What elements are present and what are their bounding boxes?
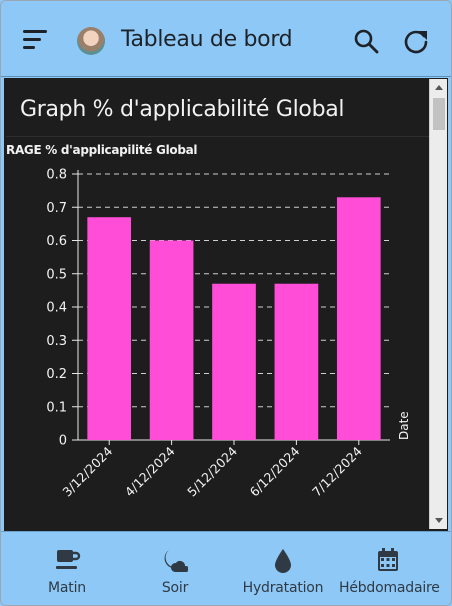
nav-item-soir[interactable]: Soir [129,532,221,605]
nav-item-hydratation[interactable]: Hydratation [237,532,329,605]
vertical-scrollbar[interactable] [429,79,447,529]
nav-label-hebdomadaire: Hébdomadaire [339,580,440,596]
coffee-icon [56,550,81,569]
chart-bar [336,197,381,440]
nav-label-matin: Matin [48,580,86,596]
chart-y-tick-label: 0.1 [46,400,67,415]
search-icon[interactable] [352,27,380,55]
bar-chart: 0 0.1 0.2 0.3 0.4 0.5 0.6 0.7 0.8 3/12/2024 4/12/2… [46,168,411,500]
water-drop-icon [275,549,291,573]
chart-bar [149,240,194,440]
chart-x-axis-label: Date [397,411,411,440]
moon-icon [164,550,188,572]
nav-item-matin[interactable]: Matin [21,532,113,605]
chart-y-tick-label: 0.2 [46,367,67,382]
dashboard-content[interactable]: Graph % d'applicabilité Global RAGE % d'… [4,78,448,531]
calendar-icon [378,548,398,571]
chart-x-tick-label: 6/12/2024 [247,443,303,499]
chart-y-tick-label: 0.3 [46,334,67,349]
chart-y-tick-label: 0.5 [46,267,67,282]
chart-x-tick-label: 3/12/2024 [59,443,115,499]
chart-y-tick-label: 0 [59,434,67,449]
chart-y-tick-label: 0.4 [46,301,67,316]
chart-x-tick-label: 7/12/2024 [309,443,365,499]
menu-icon[interactable] [23,30,49,52]
nav-label-hydratation: Hydratation [242,580,324,596]
scroll-down-arrow-icon[interactable] [435,518,443,523]
chart-x-tick-label: 4/12/2024 [122,443,178,499]
page-title: Tableau de bord [121,27,293,52]
chart-y-tick-label: 0.8 [46,168,67,183]
bottom-navigation: Matin Soir Hydratation Hébdom [1,531,451,605]
chart-y-tick-label: 0.6 [46,234,67,249]
chart-x-tick-label: 5/12/2024 [184,443,240,499]
chart-bar [274,283,319,440]
card-divider [6,136,429,137]
nav-item-hebdomadaire[interactable]: Hébdomadaire [339,532,440,605]
card-title: Graph % d'applicabilité Global [20,97,345,122]
avatar[interactable] [77,27,105,55]
nav-label-soir: Soir [161,580,189,596]
scroll-thumb[interactable] [433,98,445,130]
chart-bar [87,217,132,440]
scroll-up-arrow-icon[interactable] [435,85,443,90]
chart-card: Graph % d'applicabilité Global RAGE % d'… [6,78,429,514]
chart-y-axis-label: RAGE % d'applicapilité Global [6,143,198,157]
chart-y-tick-label: 0.7 [46,201,67,216]
app-header: Tableau de bord [1,1,451,77]
chart-bar [212,283,256,440]
refresh-icon[interactable] [402,27,430,55]
